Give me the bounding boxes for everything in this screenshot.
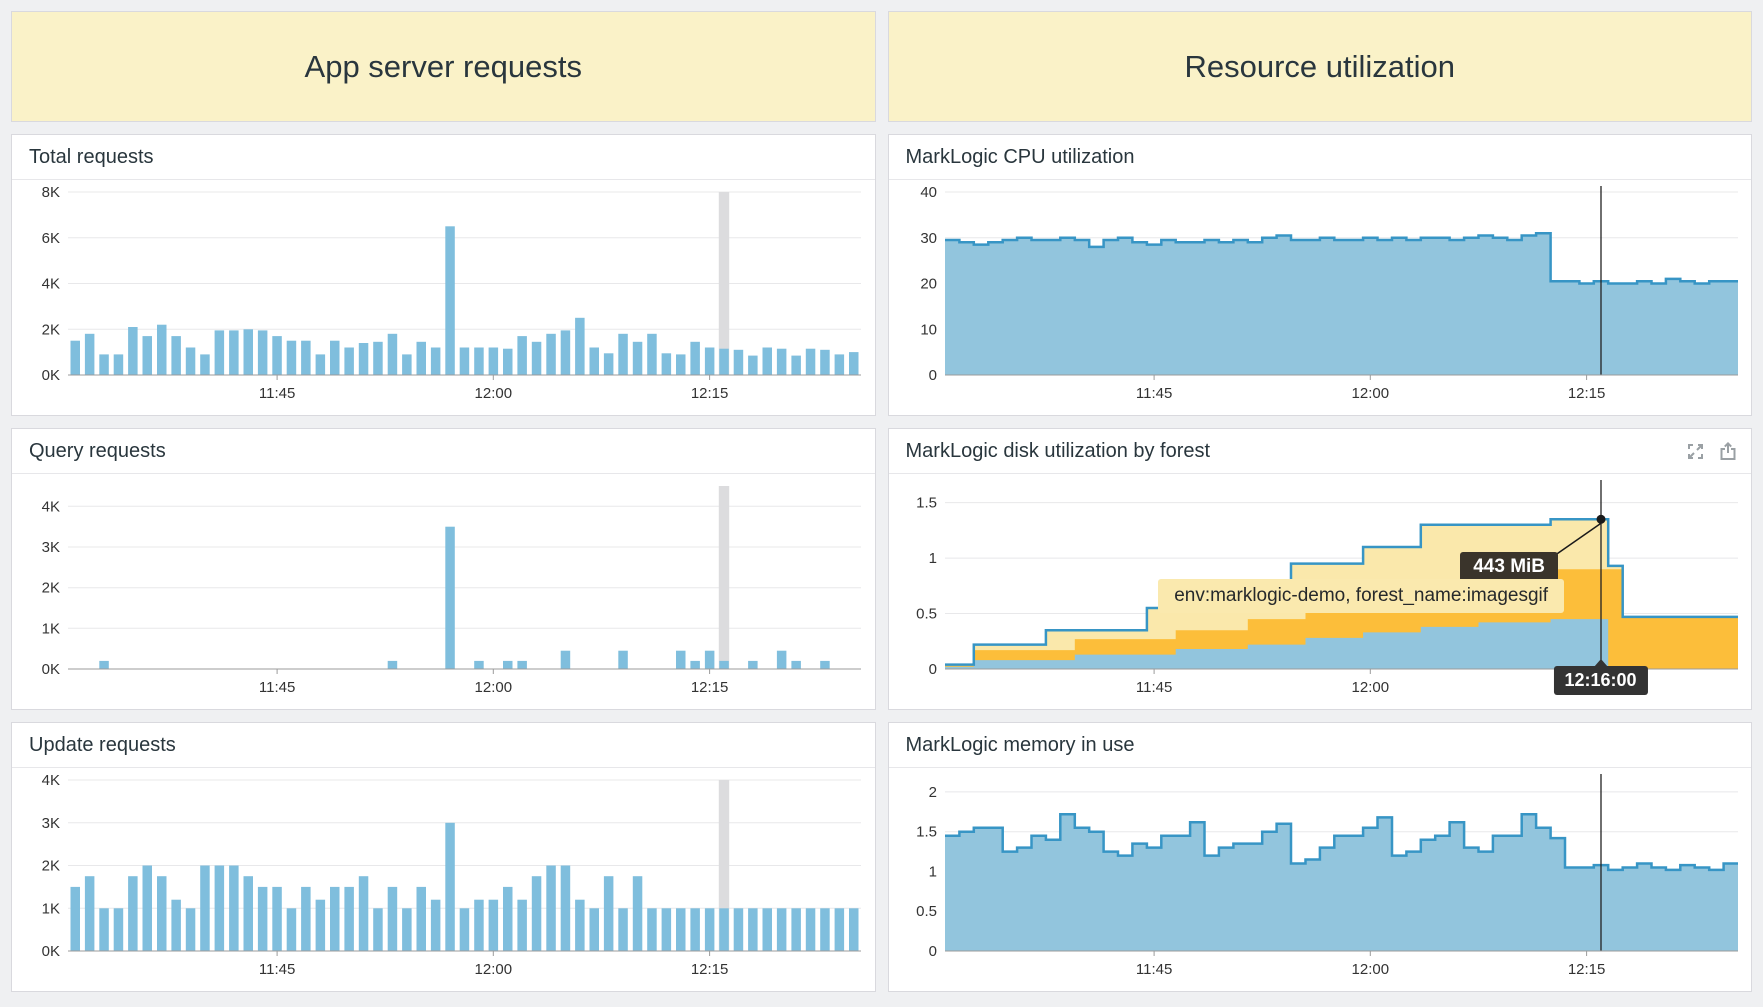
- section-header-app-server: App server requests: [11, 11, 876, 122]
- tooltip-series-label: env:marklogic-demo, forest_name:imagesgi…: [1158, 579, 1565, 614]
- svg-text:12:00: 12:00: [475, 679, 513, 696]
- svg-text:10: 10: [920, 321, 937, 338]
- svg-text:0: 0: [928, 661, 936, 678]
- svg-text:3K: 3K: [42, 815, 60, 832]
- svg-text:40: 40: [920, 184, 937, 201]
- expand-icon[interactable]: [1686, 442, 1705, 461]
- panel-query-requests: Query requests 0K 1K 2K 3K 4K 11:45 12:00 12:15: [11, 428, 876, 710]
- update-requests-chart[interactable]: 0K 1K 2K 3K 4K 11:45 12:00 12:15: [12, 768, 875, 991]
- svg-text:1: 1: [928, 864, 936, 881]
- tooltip-value: 443 MiB: [1460, 552, 1559, 583]
- svg-text:6K: 6K: [42, 230, 60, 247]
- chart-title-total-requests: Total requests: [29, 145, 154, 168]
- svg-text:12:15: 12:15: [691, 385, 729, 402]
- svg-text:1K: 1K: [42, 620, 60, 637]
- panel-title-bar: MarkLogic CPU utilization: [888, 135, 1751, 180]
- svg-text:0: 0: [928, 367, 936, 384]
- panel-title-bar: MarkLogic disk utilization by forest: [888, 429, 1751, 474]
- panel-total-requests: Total requests 0K 2K 4K 6K 8K 11:45 12:00 12:15: [11, 134, 876, 416]
- share-upload-icon[interactable]: [1719, 441, 1737, 461]
- svg-text:12:00: 12:00: [1351, 679, 1389, 696]
- panel-disk-by-forest: MarkLogic disk utilization by forest 0 0.…: [887, 428, 1752, 710]
- section-header-left-title: App server requests: [304, 48, 582, 84]
- update-requests-svg: 0K 1K 2K 3K 4K 11:45 12:00 12:15: [42, 772, 861, 978]
- panel-title-bar: Query requests: [12, 429, 875, 474]
- total-requests-svg: 0K 2K 4K 6K 8K 11:45 12:00 12:15: [42, 184, 861, 402]
- svg-text:12:15: 12:15: [1567, 961, 1605, 978]
- chart-title-update-requests: Update requests: [29, 733, 176, 756]
- svg-text:20: 20: [920, 276, 937, 293]
- svg-text:4K: 4K: [42, 276, 60, 293]
- panel-update-requests: Update requests 0K 1K 2K 3K 4K 11:45 12:00 12:1…: [11, 722, 876, 992]
- svg-text:8K: 8K: [42, 184, 60, 201]
- svg-text:12:15: 12:15: [691, 961, 729, 978]
- svg-text:11:45: 11:45: [259, 385, 295, 402]
- svg-text:2K: 2K: [42, 858, 60, 875]
- svg-text:1.5: 1.5: [916, 824, 937, 841]
- svg-text:30: 30: [920, 230, 937, 247]
- svg-text:11:45: 11:45: [259, 961, 295, 978]
- section-header-right-title: Resource utilization: [1184, 48, 1456, 84]
- svg-text:1K: 1K: [42, 900, 60, 917]
- svg-text:11:45: 11:45: [1135, 961, 1171, 978]
- svg-text:2K: 2K: [42, 321, 60, 338]
- svg-text:12:15: 12:15: [1567, 385, 1605, 402]
- query-requests-svg: 0K 1K 2K 3K 4K 11:45 12:00 12:15: [42, 486, 861, 696]
- query-requests-chart[interactable]: 0K 1K 2K 3K 4K 11:45 12:00 12:15: [12, 474, 875, 709]
- svg-text:11:45: 11:45: [259, 679, 295, 696]
- svg-text:0K: 0K: [42, 661, 60, 678]
- chart-title-disk-by-forest: MarkLogic disk utilization by forest: [905, 439, 1211, 462]
- svg-text:4K: 4K: [42, 498, 60, 515]
- total-requests-chart[interactable]: 0K 2K 4K 6K 8K 11:45 12:00 12:15: [12, 180, 875, 415]
- svg-text:3K: 3K: [42, 539, 60, 556]
- chart-title-memory-in-use: MarkLogic memory in use: [905, 733, 1135, 756]
- svg-text:11:45: 11:45: [1135, 385, 1171, 402]
- cpu-utilization-svg: 0 10 20 30 40 11:45 12:00 12:15: [920, 184, 1738, 402]
- memory-in-use-chart[interactable]: 0 0.5 1 1.5 2 11:45 12:00 12:15: [889, 768, 1752, 991]
- svg-text:2: 2: [928, 784, 936, 801]
- svg-text:1: 1: [928, 550, 936, 567]
- panel-memory-in-use: MarkLogic memory in use 0 0.5 1 1.5 2 11:45 12…: [887, 722, 1752, 992]
- chart-title-cpu-utilization: MarkLogic CPU utilization: [905, 145, 1135, 168]
- svg-text:11:45: 11:45: [1135, 679, 1171, 696]
- panel-title-bar: MarkLogic memory in use: [888, 723, 1751, 768]
- svg-text:0K: 0K: [42, 943, 60, 960]
- svg-text:1.5: 1.5: [916, 495, 937, 512]
- svg-text:12:00: 12:00: [475, 961, 513, 978]
- svg-text:12:15: 12:15: [691, 679, 729, 696]
- svg-text:2K: 2K: [42, 580, 60, 597]
- panel-title-bar: Total requests: [12, 135, 875, 180]
- chart-title-query-requests: Query requests: [29, 439, 166, 462]
- panel-cpu-utilization: MarkLogic CPU utilization 0 10 20 30 40 11:45…: [887, 134, 1752, 416]
- svg-text:4K: 4K: [42, 772, 60, 789]
- memory-in-use-svg: 0 0.5 1 1.5 2 11:45 12:00 12:15: [916, 774, 1738, 978]
- tooltip-time-label: 12:16:00: [1553, 659, 1648, 695]
- cpu-utilization-chart[interactable]: 0 10 20 30 40 11:45 12:00 12:15: [889, 180, 1752, 415]
- svg-text:0.5: 0.5: [916, 903, 937, 920]
- svg-text:0.5: 0.5: [916, 606, 937, 623]
- svg-text:12:00: 12:00: [1351, 961, 1389, 978]
- svg-text:0K: 0K: [42, 367, 60, 384]
- svg-text:12:00: 12:00: [1351, 385, 1389, 402]
- svg-text:12:00: 12:00: [475, 385, 513, 402]
- section-header-resource-utilization: Resource utilization: [887, 11, 1752, 122]
- svg-text:0: 0: [928, 943, 936, 960]
- panel-title-bar: Update requests: [12, 723, 875, 768]
